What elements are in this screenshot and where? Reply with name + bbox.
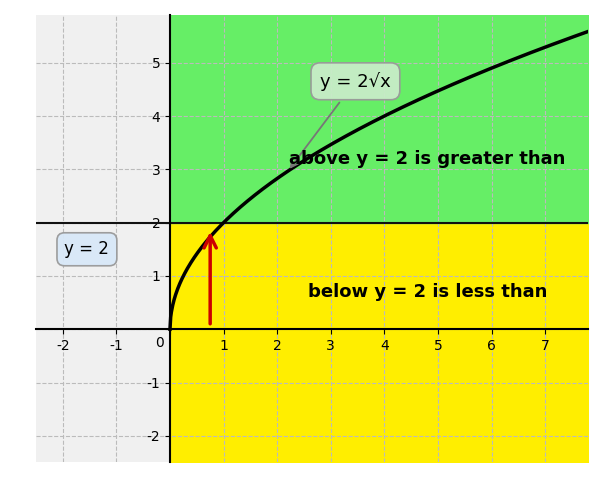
Text: y = 2: y = 2 [64, 240, 109, 258]
Bar [36, 15, 170, 462]
Text: above y = 2 is greater than: above y = 2 is greater than [289, 150, 565, 168]
Text: y = 2√x: y = 2√x [291, 72, 391, 167]
Text: 0: 0 [155, 336, 164, 350]
Text: below y = 2 is less than: below y = 2 is less than [308, 283, 547, 301]
